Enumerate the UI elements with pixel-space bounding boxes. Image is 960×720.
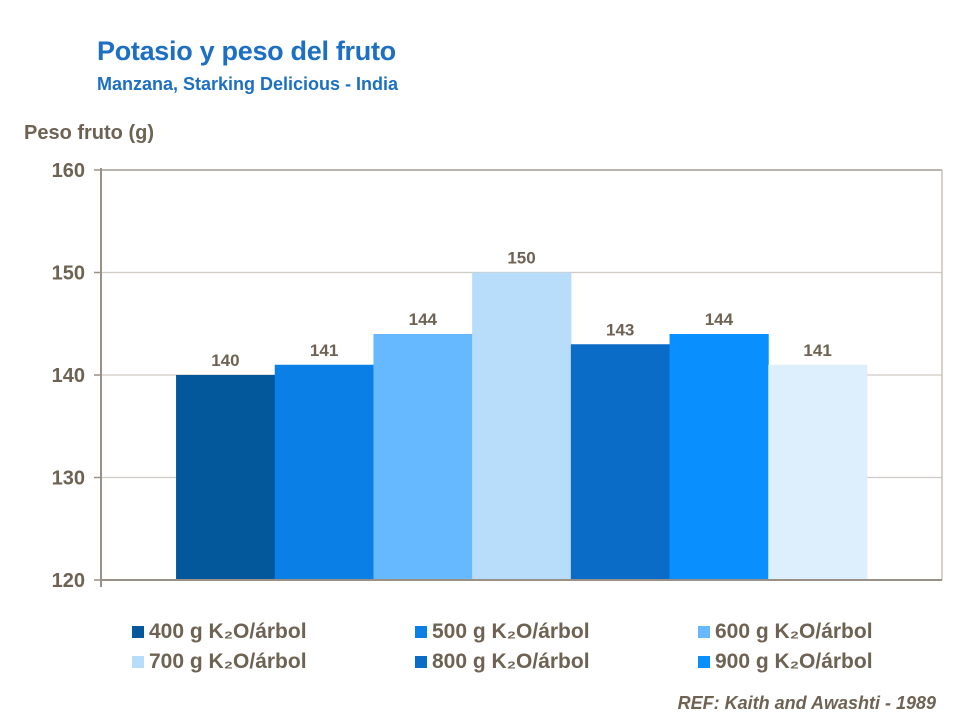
legend-label: 400 g K₂O/árbol	[149, 620, 307, 643]
data-label: 141	[803, 341, 831, 360]
legend-swatch	[132, 626, 144, 638]
y-tick-label: 120	[52, 570, 85, 592]
chart-title: Potasio y peso del fruto	[97, 36, 396, 66]
y-tick-label: 140	[52, 365, 85, 387]
bar	[373, 334, 473, 580]
data-label: 141	[310, 341, 338, 360]
legend-label: 500 g K₂O/árbol	[432, 620, 590, 643]
legend-label: 900 g K₂O/árbol	[715, 650, 873, 673]
legend-item: 600 g K₂O/árbol	[698, 620, 918, 644]
data-label: 150	[507, 249, 535, 268]
reference-note: REF: Kaith and Awashti - 1989	[677, 693, 936, 713]
bar	[768, 364, 868, 580]
legend-swatch	[415, 626, 427, 638]
legend-label: 800 g K₂O/árbol	[432, 650, 590, 673]
y-tick-label: 160	[52, 160, 85, 182]
y-tick-label: 150	[52, 263, 85, 285]
legend-swatch	[415, 656, 427, 668]
legend-item: 800 g K₂O/árbol	[415, 650, 698, 674]
chart-subtitle: Manzana, Starking Delicious - India	[97, 74, 399, 94]
bar	[570, 344, 671, 580]
y-axis-label: Peso fruto (g)	[24, 122, 154, 144]
legend-label: 700 g K₂O/árbol	[149, 650, 307, 673]
data-label: 144	[409, 310, 438, 329]
bar	[176, 375, 276, 580]
legend-label: 600 g K₂O/árbol	[715, 620, 873, 643]
data-label: 143	[606, 320, 634, 339]
bar	[669, 334, 769, 580]
bar	[274, 364, 374, 580]
legend: 400 g K₂O/árbol 500 g K₂O/árbol 600 g K₂O/…	[132, 620, 912, 674]
legend-swatch	[698, 626, 710, 638]
legend-swatch	[132, 656, 144, 668]
legend-item: 900 g K₂O/árbol	[698, 650, 918, 674]
data-label: 144	[705, 310, 734, 329]
legend-item: 400 g K₂O/árbol	[132, 620, 415, 644]
bar	[472, 272, 572, 580]
y-tick-label: 130	[52, 468, 85, 490]
legend-swatch	[698, 656, 710, 668]
legend-item: 500 g K₂O/árbol	[415, 620, 698, 644]
data-label: 140	[211, 351, 239, 370]
legend-item: 700 g K₂O/árbol	[132, 650, 415, 674]
